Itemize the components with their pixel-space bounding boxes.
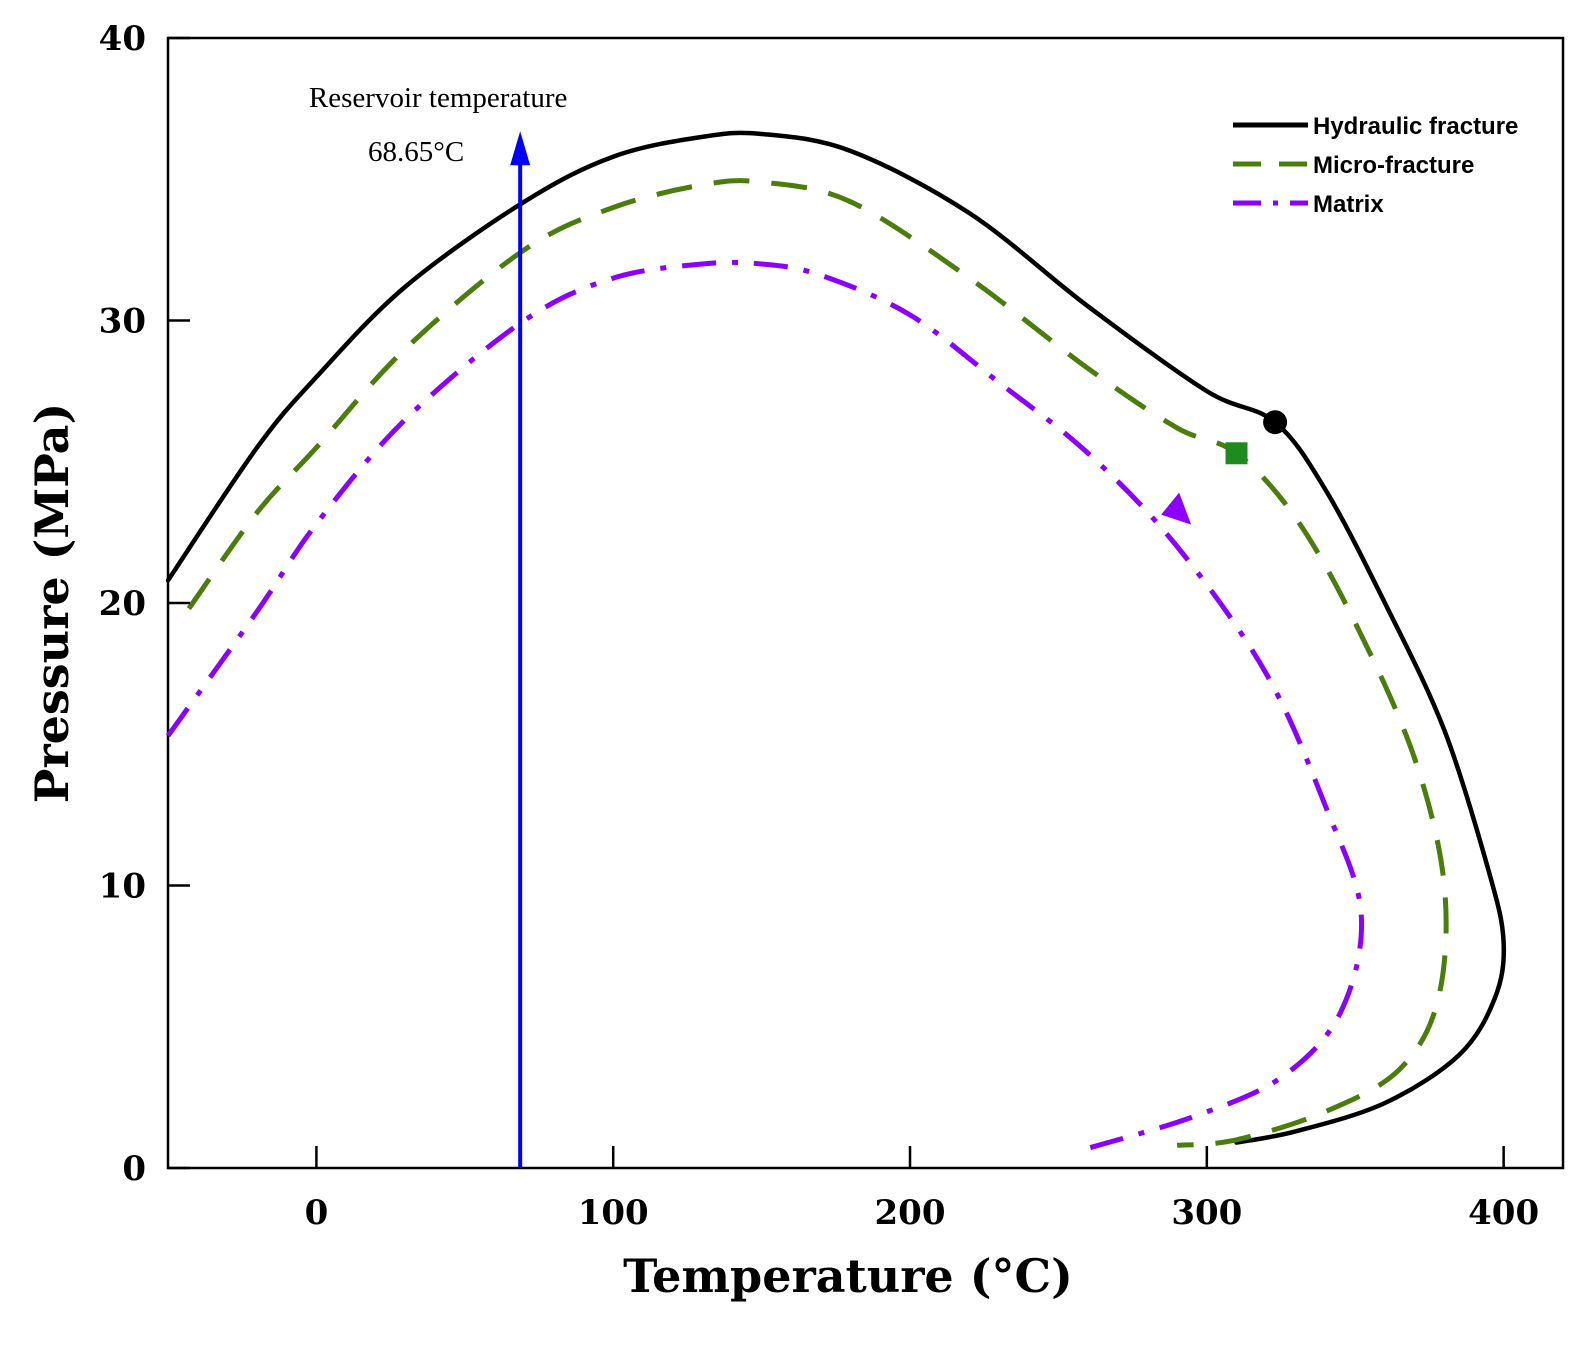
matrix-direction-arrow <box>1161 492 1192 525</box>
x-tick-label: 200 <box>875 1193 946 1233</box>
y-tick-label: 30 <box>99 302 146 342</box>
reservoir-temperature-value: 68.65°C <box>368 136 464 168</box>
x-tick-label: 300 <box>1171 1193 1242 1233</box>
micro-fracture-critical-point <box>1225 442 1248 465</box>
y-tick-label: 20 <box>99 584 146 624</box>
series-matrix-line <box>165 259 1365 1151</box>
legend: Hydraulic fracture Micro-fracture Matrix <box>1233 113 1518 218</box>
x-tick-label: 0 <box>305 1193 329 1233</box>
reservoir-temperature-label: Reservoir temperature <box>309 82 567 114</box>
legend-label-matrix: Matrix <box>1313 191 1384 218</box>
y-tick-label: 10 <box>99 867 146 907</box>
hydraulic-fracture-critical-point <box>1263 410 1288 435</box>
x-axis-ticks: 0 100 200 300 400 <box>305 1146 1539 1233</box>
y-axis-title: Pressure (MPa) <box>25 403 79 803</box>
y-axis-ticks: 0 10 20 30 40 <box>99 19 190 1189</box>
x-tick-label: 100 <box>578 1193 649 1233</box>
reservoir-temperature-arrowhead <box>510 131 531 166</box>
y-tick-label: 40 <box>99 19 146 59</box>
x-tick-label: 400 <box>1468 1193 1539 1233</box>
y-tick-label: 0 <box>122 1149 146 1189</box>
legend-label-micro-fracture: Micro-fracture <box>1313 152 1474 179</box>
x-axis-title: Temperature (°C) <box>623 1249 1073 1303</box>
series-hydraulic-fracture-line <box>165 130 1507 1145</box>
legend-label-hydraulic-fracture: Hydraulic fracture <box>1313 113 1518 140</box>
